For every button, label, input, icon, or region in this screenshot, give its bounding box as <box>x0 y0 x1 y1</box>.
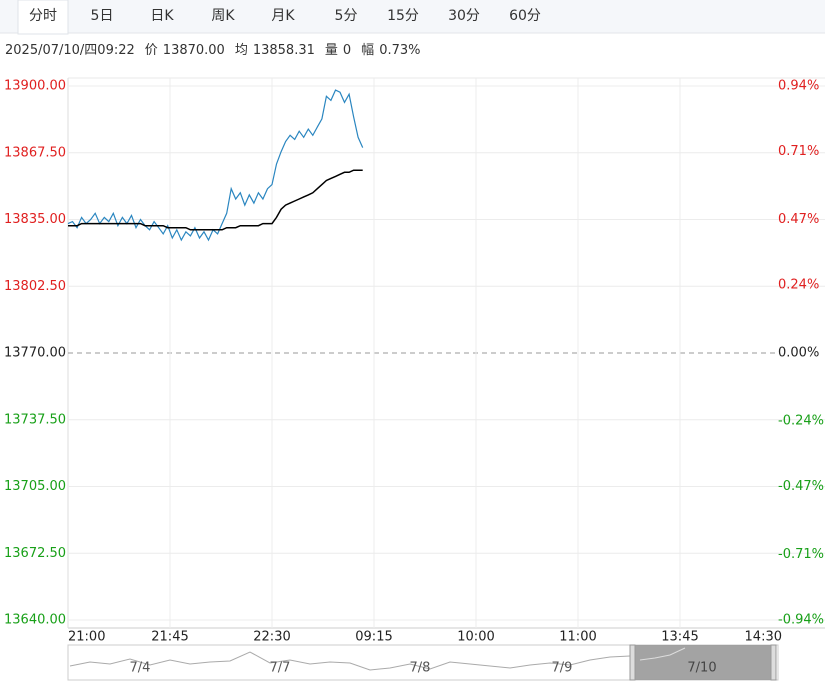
navigator-trace <box>69 651 631 671</box>
tab[interactable]: 5分 <box>335 8 358 24</box>
info-item: 2025/07/10/四09:22 <box>5 43 135 58</box>
x-tick-label: 21:45 <box>151 630 188 645</box>
y-tick-label: 13737.50 <box>4 412 66 427</box>
tab[interactable]: 日K <box>150 8 174 24</box>
y-tick-label: 13640.00 <box>4 613 66 628</box>
info-line: 2025/07/10/四09:22 价 13870.00 均 13858.31 量 0 幅 0.… <box>5 43 421 58</box>
tab[interactable]: 60分 <box>509 8 541 24</box>
navigator-handle[interactable] <box>770 644 777 681</box>
navigator-label: 7/4 <box>130 661 151 676</box>
active-tab <box>17 0 69 35</box>
navigator-label: 7/7 <box>270 661 291 676</box>
info-item: 幅 <box>361 43 374 58</box>
x-tick-label: 11:00 <box>559 630 596 645</box>
plot: 13900.00 13867.50 13835.00 13802.50 13770.00… <box>4 77 825 645</box>
x-tick-label: 22:30 <box>253 630 290 645</box>
info-item: 均 <box>235 43 248 58</box>
y2-tick-label: 0.94% <box>778 79 819 94</box>
y-tick-label: 13802.50 <box>4 279 66 294</box>
info-item: 13858.31 <box>253 43 315 58</box>
y2-tick-label: 0.00% <box>778 346 819 361</box>
navigator-label: 7/9 <box>552 661 573 676</box>
navigator-selection[interactable] <box>632 645 773 680</box>
x-tick-label: 21:00 <box>68 630 105 645</box>
info-item: 0 <box>343 43 351 58</box>
info-item: 13870.00 <box>163 43 225 58</box>
average-line <box>68 169 363 231</box>
info-item: 量 <box>325 43 338 58</box>
info-item: 0.73% <box>379 43 420 58</box>
y-tick-label: 13770.00 <box>4 346 66 361</box>
navigator-selected-trace <box>639 647 686 661</box>
y-tick-label: 13672.50 <box>4 546 66 561</box>
y2-tick-label: 0.47% <box>778 212 819 227</box>
tab[interactable]: 分时 <box>29 8 57 24</box>
y-tick-label: 13705.00 <box>4 479 66 494</box>
navigator-handle[interactable] <box>629 644 636 681</box>
y-tick-label: 13867.50 <box>4 145 66 160</box>
y2-tick-label: 0.71% <box>778 144 819 159</box>
y2-tick-label: -0.47% <box>778 479 824 494</box>
tab[interactable]: 月K <box>271 8 295 24</box>
y2-tick-label: -0.24% <box>778 414 824 429</box>
tab[interactable]: 15分 <box>387 8 419 24</box>
tab[interactable]: 周K <box>211 8 235 24</box>
navigator-label: 7/8 <box>410 661 431 676</box>
navigator-label: 7/10 <box>687 661 716 676</box>
y2-tick-label: -0.94% <box>778 613 824 628</box>
tab[interactable]: 30分 <box>448 8 480 24</box>
y-tick-label: 13900.00 <box>4 79 66 94</box>
info-text: 2025/07/10/四09:22 价 13870.00 均 13858.31 量 0 幅 0.… <box>5 43 421 58</box>
y2-tick-label: -0.71% <box>778 547 824 562</box>
y2-tick-label: 0.24% <box>778 277 819 292</box>
tabs: 分时 5日 日K 周K 月K 5分 15分 30分 60分 <box>17 0 541 35</box>
x-tick-label: 10:00 <box>457 630 494 645</box>
tab[interactable]: 5日 <box>91 8 114 24</box>
x-tick-label: 09:15 <box>355 630 392 645</box>
y-tick-label: 13835.00 <box>4 212 66 227</box>
tab-bar <box>0 0 825 33</box>
navigator: 7/4 7/7 7/8 7/9 7/10 <box>67 644 779 681</box>
price-line <box>67 89 364 242</box>
x-tick-label: 14:30 <box>745 630 782 645</box>
info-item: 价 <box>145 43 158 58</box>
x-tick-label: 13:45 <box>661 630 698 645</box>
